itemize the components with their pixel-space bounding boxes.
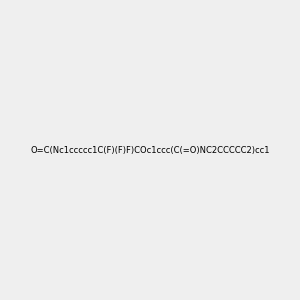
Text: O=C(Nc1ccccc1C(F)(F)F)COc1ccc(C(=O)NC2CCCCC2)cc1: O=C(Nc1ccccc1C(F)(F)F)COc1ccc(C(=O)NC2CC…: [30, 146, 270, 154]
